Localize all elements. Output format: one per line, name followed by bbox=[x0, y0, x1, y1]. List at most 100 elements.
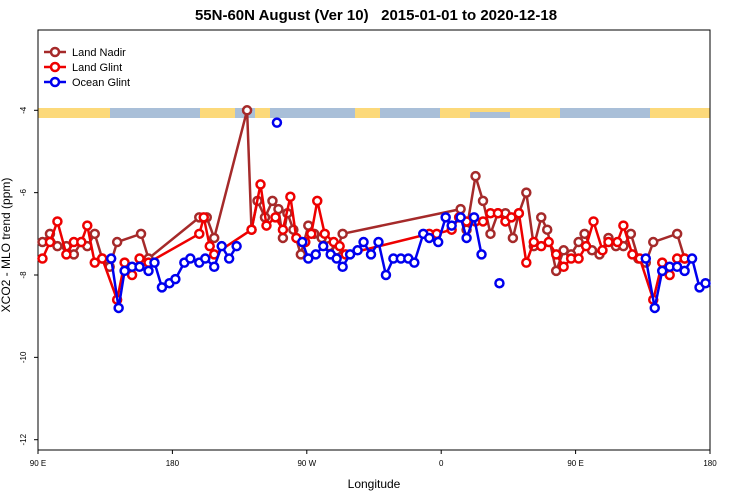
data-point bbox=[170, 273, 181, 285]
data-point bbox=[612, 236, 623, 248]
data-point bbox=[468, 212, 480, 223]
data-point bbox=[365, 249, 377, 260]
data-point bbox=[111, 236, 123, 248]
data-point bbox=[649, 302, 660, 314]
map-strip bbox=[38, 108, 710, 118]
data-point bbox=[603, 236, 614, 248]
data-point bbox=[358, 236, 369, 248]
data-point bbox=[455, 203, 466, 215]
data-point bbox=[455, 212, 466, 223]
data-point bbox=[671, 261, 683, 273]
data-point bbox=[96, 253, 108, 264]
y-tick-label: -8 bbox=[19, 271, 28, 279]
data-point bbox=[409, 257, 420, 268]
data-point bbox=[134, 253, 145, 264]
data-point bbox=[198, 212, 210, 223]
data-point bbox=[477, 195, 489, 207]
x-axis-label: Longitude bbox=[348, 477, 401, 491]
x-tick-label: 180 bbox=[166, 459, 180, 468]
data-point bbox=[588, 216, 599, 227]
data-point bbox=[506, 212, 517, 223]
data-point bbox=[334, 240, 345, 252]
data-point bbox=[295, 249, 307, 260]
data-point bbox=[550, 265, 562, 277]
data-point bbox=[134, 261, 145, 273]
data-point bbox=[231, 240, 242, 252]
data-point bbox=[277, 232, 289, 244]
x-tick-label: 90 E bbox=[567, 459, 583, 468]
data-point bbox=[61, 249, 72, 260]
data-point bbox=[543, 236, 554, 248]
data-point bbox=[528, 236, 540, 248]
legend-label: Land Nadir bbox=[72, 47, 126, 59]
data-point bbox=[513, 207, 525, 219]
data-point bbox=[52, 216, 63, 227]
legend-swatch-marker bbox=[49, 61, 61, 73]
data-point bbox=[597, 245, 608, 256]
data-point bbox=[317, 240, 329, 252]
data-point bbox=[267, 195, 278, 207]
y-tick-label: -6 bbox=[19, 189, 28, 197]
data-point bbox=[119, 265, 130, 277]
data-point bbox=[470, 170, 481, 182]
data-point bbox=[270, 212, 281, 223]
data-point bbox=[105, 253, 117, 264]
legend-label: Land Glint bbox=[72, 62, 122, 74]
y-axis-label: XCO2 - MLO trend (ppm) bbox=[0, 178, 13, 313]
data-point bbox=[536, 240, 547, 252]
data-point bbox=[82, 220, 93, 231]
data-point bbox=[550, 249, 562, 260]
data-point bbox=[200, 253, 211, 264]
data-point bbox=[640, 253, 652, 264]
data-point bbox=[686, 253, 698, 264]
data-point bbox=[573, 236, 584, 248]
data-point bbox=[297, 236, 308, 248]
data-point bbox=[476, 249, 487, 260]
data-point bbox=[573, 253, 584, 264]
data-point bbox=[331, 253, 342, 264]
data-point bbox=[246, 224, 257, 235]
data-point bbox=[700, 277, 711, 289]
data-point bbox=[671, 228, 683, 240]
data-point bbox=[156, 282, 168, 293]
data-point bbox=[541, 224, 553, 235]
data-point bbox=[494, 277, 505, 289]
data-point bbox=[37, 253, 48, 264]
data-point bbox=[223, 253, 235, 264]
data-point bbox=[319, 228, 330, 240]
data-point bbox=[337, 228, 348, 240]
data-point bbox=[440, 212, 451, 223]
data-point bbox=[208, 261, 220, 273]
data-point bbox=[216, 240, 227, 252]
data-point bbox=[310, 249, 322, 260]
data-point bbox=[558, 261, 569, 273]
data-point bbox=[312, 195, 323, 207]
data-point bbox=[306, 228, 317, 240]
y-tick-label: -4 bbox=[19, 106, 28, 114]
data-point bbox=[89, 228, 100, 240]
data-point bbox=[580, 240, 592, 252]
data-point bbox=[89, 257, 100, 268]
data-point bbox=[492, 207, 504, 219]
data-point bbox=[679, 265, 690, 277]
data-point bbox=[113, 302, 124, 314]
data-point bbox=[44, 236, 56, 248]
x-tick-label: 90 W bbox=[297, 459, 316, 468]
data-point bbox=[536, 212, 547, 223]
legend-label: Ocean Glint bbox=[72, 77, 130, 89]
chart-title: 55N-60N August (Ver 10) 2015-01-01 to 20… bbox=[195, 7, 557, 24]
data-point bbox=[424, 232, 435, 244]
data-point bbox=[76, 236, 87, 248]
data-point bbox=[185, 253, 196, 264]
data-point bbox=[432, 236, 444, 248]
data-point bbox=[135, 228, 147, 240]
data-point bbox=[352, 245, 363, 256]
data-point bbox=[194, 228, 205, 240]
x-tick-label: 180 bbox=[703, 459, 717, 468]
data-point bbox=[204, 240, 215, 252]
data-point bbox=[521, 257, 532, 268]
x-tick-label: 0 bbox=[439, 459, 444, 468]
data-point bbox=[558, 245, 569, 256]
data-point bbox=[277, 224, 289, 235]
